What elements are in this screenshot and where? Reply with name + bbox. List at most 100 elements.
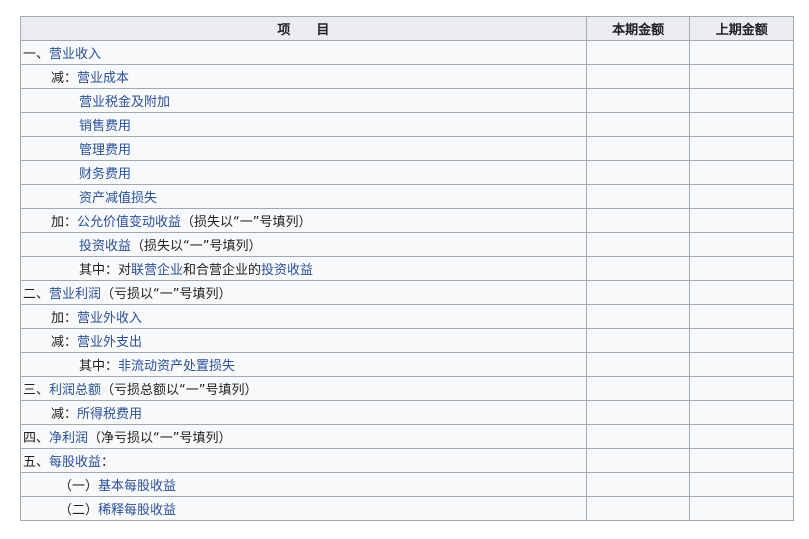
item-link[interactable]: 营业外收入 — [77, 311, 143, 326]
previous-amount-cell — [689, 232, 794, 257]
current-amount-cell — [585, 328, 691, 353]
table-row: 加：营业外收入 — [20, 304, 794, 329]
item-cell: 投资收益（损失以“一”号填列） — [20, 232, 587, 257]
current-amount-cell — [585, 208, 691, 233]
previous-amount-cell — [689, 136, 794, 161]
item-link[interactable]: 联营企业 — [131, 263, 184, 278]
item-link[interactable]: 资产减值损失 — [79, 191, 158, 206]
item-cell: 三、利润总额（亏损总额以“一”号填列） — [20, 376, 587, 401]
current-amount-cell — [585, 448, 691, 473]
item-cell: 资产减值损失 — [20, 184, 587, 209]
current-amount-cell — [585, 64, 691, 89]
item-link[interactable]: 所得税费用 — [77, 407, 143, 422]
item-link[interactable]: 稀释每股收益 — [98, 503, 177, 518]
previous-amount-cell — [689, 496, 794, 521]
previous-amount-cell — [689, 448, 794, 473]
item-text: 五、 — [23, 455, 50, 470]
table-row: （一）基本每股收益 — [20, 472, 794, 497]
previous-amount-cell — [689, 64, 794, 89]
previous-amount-cell — [689, 184, 794, 209]
item-link[interactable]: 利润总额 — [49, 383, 102, 398]
header-item: 项 目 — [20, 16, 587, 41]
item-link[interactable]: 销售费用 — [79, 119, 132, 134]
table-row: （二）稀释每股收益 — [20, 496, 794, 521]
current-amount-cell — [585, 136, 691, 161]
table-row: 二、营业利润（亏损以“一”号填列） — [20, 280, 794, 305]
item-text: （亏损总额以“一”号填列） — [101, 383, 258, 398]
item-cell: 二、营业利润（亏损以“一”号填列） — [20, 280, 587, 305]
previous-amount-cell — [689, 472, 794, 497]
current-amount-cell — [585, 160, 691, 185]
item-cell: 减：营业成本 — [20, 64, 587, 89]
table-row: 财务费用 — [20, 160, 794, 185]
item-text: 和合营企业的 — [183, 263, 262, 278]
current-amount-cell — [585, 112, 691, 137]
current-amount-cell — [585, 88, 691, 113]
item-link[interactable]: 财务费用 — [79, 167, 132, 182]
item-link[interactable]: 营业利润 — [49, 287, 102, 302]
item-cell: 加：公允价值变动收益（损失以“一”号填列） — [20, 208, 587, 233]
current-amount-cell — [585, 304, 691, 329]
item-cell: 其中：非流动资产处置损失 — [20, 352, 587, 377]
current-amount-cell — [585, 184, 691, 209]
item-link[interactable]: 营业收入 — [49, 47, 102, 62]
item-link[interactable]: 净利润 — [49, 431, 89, 446]
table-row: 管理费用 — [20, 136, 794, 161]
item-cell: 其中：对联营企业和合营企业的投资收益 — [20, 256, 587, 281]
item-link[interactable]: 非流动资产处置损失 — [118, 359, 236, 374]
table-row: 四、净利润（净亏损以“一”号填列） — [20, 424, 794, 449]
current-amount-cell — [585, 472, 691, 497]
item-cell: 营业税金及附加 — [20, 88, 587, 113]
table-row: 销售费用 — [20, 112, 794, 137]
item-link[interactable]: 营业税金及附加 — [79, 95, 171, 110]
item-link[interactable]: 管理费用 — [79, 143, 132, 158]
previous-amount-cell — [689, 40, 794, 65]
table-row: 五、每股收益： — [20, 448, 794, 473]
table-row: 投资收益（损失以“一”号填列） — [20, 232, 794, 257]
income-statement-table: 项 目 本期金额 上期金额 一、营业收入 减：营业成本 营业税金及附加 销售费用 管理费… — [20, 16, 794, 521]
previous-amount-cell — [689, 280, 794, 305]
item-text: 减： — [51, 335, 78, 350]
table-row: 减：营业成本 — [20, 64, 794, 89]
current-amount-cell — [585, 400, 691, 425]
item-text: （损失以“一”号填列） — [131, 239, 262, 254]
item-cell: 加：营业外收入 — [20, 304, 587, 329]
current-amount-cell — [585, 496, 691, 521]
item-cell: （二）稀释每股收益 — [20, 496, 587, 521]
table-row: 营业税金及附加 — [20, 88, 794, 113]
item-text: （损失以“一”号填列） — [181, 215, 312, 230]
item-text: 二、 — [23, 287, 50, 302]
item-text: （一） — [59, 479, 99, 494]
previous-amount-cell — [689, 112, 794, 137]
item-cell: 减：所得税费用 — [20, 400, 587, 425]
header-current-amount: 本期金额 — [585, 16, 691, 41]
previous-amount-cell — [689, 160, 794, 185]
table-row: 其中：非流动资产处置损失 — [20, 352, 794, 377]
item-text: 其中：对 — [79, 263, 132, 278]
item-link[interactable]: 基本每股收益 — [98, 479, 177, 494]
item-text: 三、 — [23, 383, 50, 398]
table-row: 资产减值损失 — [20, 184, 794, 209]
table-row: 加：公允价值变动收益（损失以“一”号填列） — [20, 208, 794, 233]
item-text: 其中： — [79, 359, 119, 374]
item-text: 减： — [51, 407, 78, 422]
item-link[interactable]: 投资收益 — [261, 263, 314, 278]
item-link[interactable]: 公允价值变动收益 — [77, 215, 182, 230]
item-link[interactable]: 营业成本 — [77, 71, 130, 86]
item-cell: 销售费用 — [20, 112, 587, 137]
current-amount-cell — [585, 280, 691, 305]
current-amount-cell — [585, 256, 691, 281]
current-amount-cell — [585, 232, 691, 257]
table-row: 其中：对联营企业和合营企业的投资收益 — [20, 256, 794, 281]
current-amount-cell — [585, 40, 691, 65]
previous-amount-cell — [689, 88, 794, 113]
item-cell: 财务费用 — [20, 160, 587, 185]
item-text: 四、 — [23, 431, 50, 446]
previous-amount-cell — [689, 328, 794, 353]
item-link[interactable]: 投资收益 — [79, 239, 132, 254]
item-link[interactable]: 营业外支出 — [77, 335, 143, 350]
item-link[interactable]: 每股收益 — [49, 455, 102, 470]
previous-amount-cell — [689, 304, 794, 329]
table-row: 减：所得税费用 — [20, 400, 794, 425]
item-text: 减： — [51, 71, 78, 86]
